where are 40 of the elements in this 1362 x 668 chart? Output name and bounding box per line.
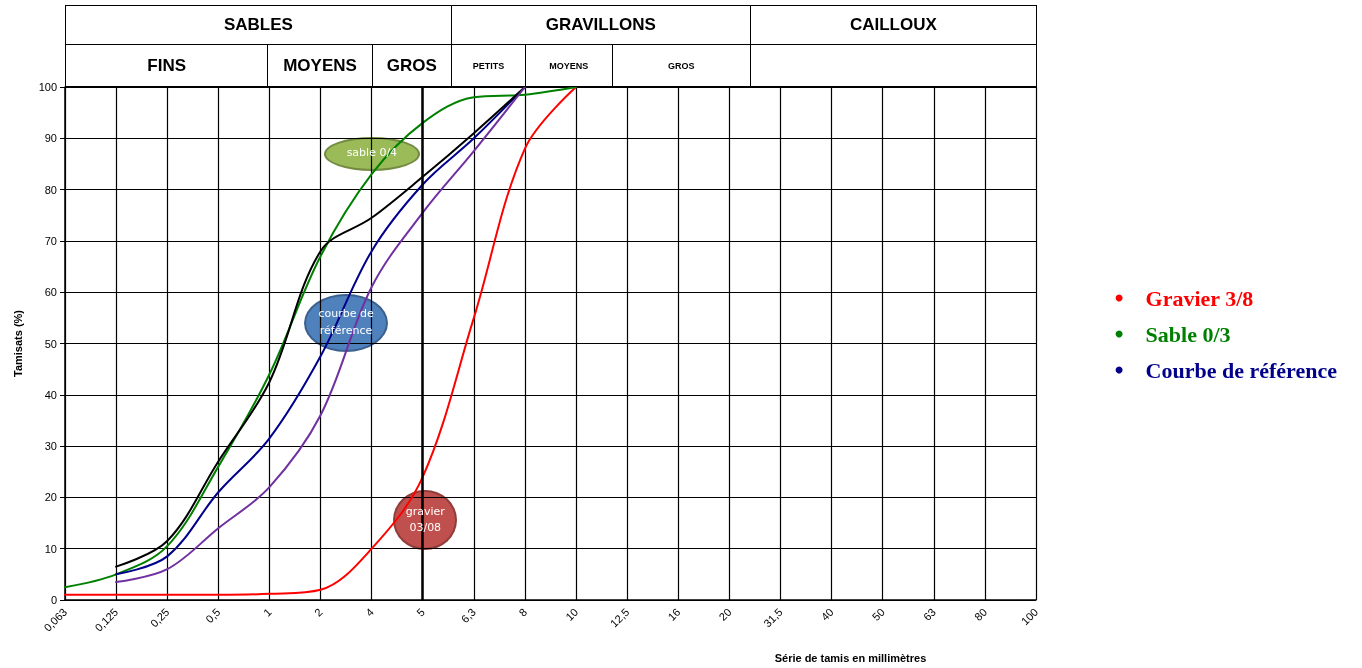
x-tick-label: 80 bbox=[972, 605, 990, 623]
x-tick-label: 10 bbox=[563, 605, 581, 623]
x-tick-label: 4 bbox=[363, 605, 376, 619]
y-tick-label: 20 bbox=[44, 491, 57, 504]
text: GROS bbox=[371, 44, 452, 87]
y-tick-label: 70 bbox=[44, 234, 57, 247]
x-tick-label: 20 bbox=[716, 605, 734, 623]
legend-label: Courbe de référence bbox=[1145, 357, 1338, 383]
x-tick-label: 0,5 bbox=[203, 605, 223, 626]
legend-label: Sable 0/3 bbox=[1145, 321, 1231, 347]
y-tick-label: 60 bbox=[44, 286, 57, 299]
x-tick-label: 63 bbox=[920, 605, 939, 623]
y-axis-title: Tamisats (%) bbox=[11, 309, 24, 378]
x-axis-title: Série de tamis en millimètres bbox=[774, 651, 927, 664]
legend-label: Gravier 3/8 bbox=[1145, 285, 1254, 311]
text: SABLES bbox=[65, 5, 452, 45]
x-tick-label: 5 bbox=[414, 605, 427, 619]
x-tick-label: 2 bbox=[311, 605, 325, 619]
x-tick-label: 6,3 bbox=[458, 605, 479, 626]
x-tick-label: 1 bbox=[260, 605, 274, 619]
y-tick-label: 80 bbox=[44, 183, 57, 196]
text: GROS bbox=[611, 44, 751, 87]
text: PETITS bbox=[450, 44, 526, 87]
text: GRAVILLONS bbox=[450, 5, 751, 45]
y-tick-label: 90 bbox=[44, 132, 57, 145]
y-tick-label: 100 bbox=[38, 81, 57, 93]
text: FINS bbox=[65, 44, 269, 87]
x-tick-label: 100 bbox=[1018, 605, 1041, 628]
x-tick-label: 8 bbox=[516, 605, 530, 619]
y-tick-label: 0 bbox=[50, 594, 57, 606]
x-tick-label: 50 bbox=[869, 605, 887, 623]
y-tick-label: 10 bbox=[44, 542, 57, 555]
y-tick-label: 30 bbox=[44, 440, 57, 453]
text: MOYENS bbox=[267, 44, 373, 87]
y-tick-label: 40 bbox=[44, 388, 57, 401]
y-tick-label: 50 bbox=[44, 337, 57, 350]
text: CAILLOUX bbox=[749, 5, 1037, 45]
x-tick-label: 16 bbox=[665, 605, 683, 623]
x-tick-label: 40 bbox=[818, 605, 836, 623]
text: MOYENS bbox=[524, 44, 613, 87]
